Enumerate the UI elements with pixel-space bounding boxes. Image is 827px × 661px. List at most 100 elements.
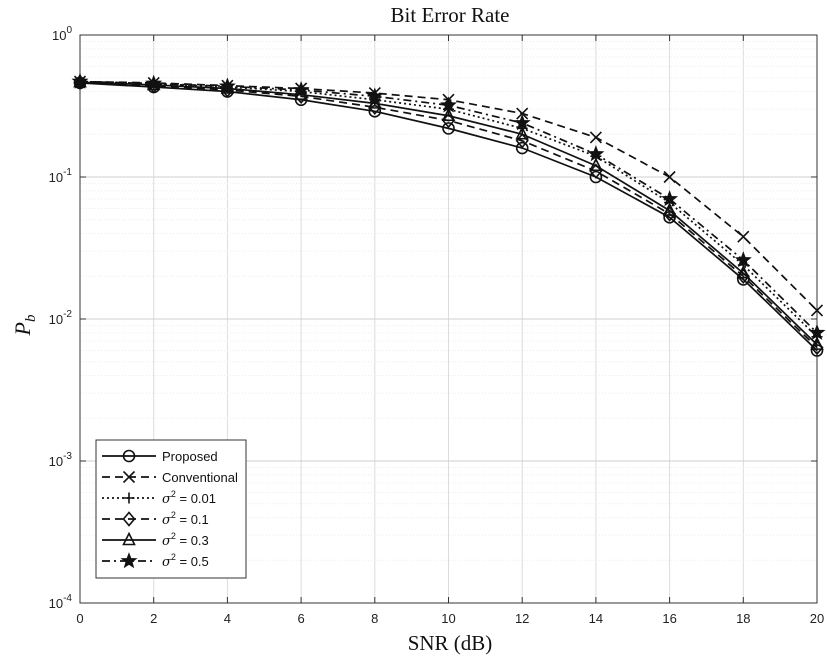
data-point (587, 145, 605, 162)
data-point (515, 125, 529, 140)
y-tick-label: 10-1 (49, 167, 73, 185)
legend-label-value: = 0.1 (176, 512, 209, 527)
data-point (368, 95, 382, 109)
legend-entry: σ2 = 0.01 (102, 489, 216, 507)
legend-label: σ2 = 0.01 (162, 489, 216, 507)
y-tick-exponent: -2 (63, 309, 72, 320)
legend-marker (122, 470, 136, 484)
data-point (366, 87, 384, 104)
legend-label-superscript: 2 (171, 531, 176, 541)
x-tick-label: 18 (736, 611, 750, 626)
x-axis-ticks: 0 2 4 6 8 10 12 14 16 18 20 (76, 35, 824, 626)
x-tick-label: 4 (224, 611, 231, 626)
data-point (663, 170, 676, 184)
legend-label-value: = 0.5 (176, 554, 209, 569)
series-layer (71, 72, 826, 357)
x-tick-label: 6 (297, 611, 304, 626)
y-tick-exponent: -3 (63, 451, 72, 462)
x-tick-label: 14 (589, 611, 603, 626)
series-5 (71, 72, 826, 340)
y-tick-label: 10-4 (49, 593, 73, 611)
legend-label: Proposed (162, 449, 218, 464)
y-tick-base: 10 (49, 170, 63, 185)
y-tick-base: 10 (49, 596, 63, 611)
legend-entry: σ2 = 0.3 (102, 531, 209, 549)
y-tick-label: 10-3 (49, 451, 73, 469)
data-point (736, 264, 751, 279)
legend-marker (120, 552, 138, 569)
legend-marker (122, 449, 136, 463)
data-point (440, 96, 457, 113)
y-tick-base: 10 (49, 312, 63, 327)
legend-box (95, 439, 247, 579)
y-tick-base: 10 (49, 454, 63, 469)
legend-entry: σ2 = 0.5 (102, 552, 209, 570)
legend-label-name: Proposed (162, 449, 218, 464)
legend-label: σ2 = 0.1 (162, 510, 209, 528)
data-point (589, 157, 603, 172)
legend-entry: Conventional (102, 470, 238, 485)
x-tick-label: 16 (662, 611, 676, 626)
y-axis-label: Pb (10, 314, 39, 336)
data-point (71, 72, 89, 89)
legend-entry: Proposed (102, 449, 218, 464)
legend-label-value: = 0.3 (176, 533, 209, 548)
legend-label: Conventional (162, 470, 238, 485)
data-point (734, 251, 752, 268)
legend-label-superscript: 2 (171, 510, 176, 520)
legend-label-symbol: σ (162, 513, 172, 528)
legend-marker (122, 511, 136, 527)
legend-label: σ2 = 0.3 (162, 531, 209, 549)
y-tick-label: 10-2 (49, 309, 73, 327)
legend-label-superscript: 2 (171, 552, 176, 562)
y-tick-exponent: 0 (66, 25, 72, 36)
legend-marker (123, 492, 135, 504)
data-point (810, 336, 824, 350)
data-point (442, 122, 455, 135)
x-tick-label: 2 (150, 611, 157, 626)
legend-label-symbol: σ (162, 555, 172, 570)
y-tick-base: 10 (52, 28, 66, 43)
chart-title: Bit Error Rate (391, 3, 510, 27)
data-point (662, 202, 677, 216)
series-line (79, 82, 818, 352)
data-point (810, 304, 824, 317)
data-point (810, 344, 824, 357)
legend-label-superscript: 2 (171, 489, 176, 499)
x-axis-label: SNR (dB) (408, 631, 493, 655)
data-point (368, 105, 382, 118)
legend-label-symbol: σ (162, 534, 172, 549)
y-tick-exponent: -1 (63, 167, 72, 178)
data-point (218, 77, 236, 94)
y-axis-label-main: P (10, 322, 35, 336)
data-point (292, 81, 310, 98)
x-tick-label: 0 (76, 611, 83, 626)
y-tick-exponent: -4 (63, 593, 72, 604)
x-tick-label: 20 (810, 611, 824, 626)
data-point (808, 323, 826, 340)
y-axis-label-subscript: b (23, 314, 39, 322)
data-point (145, 74, 163, 91)
x-tick-label: 12 (515, 611, 529, 626)
x-tick-label: 10 (441, 611, 455, 626)
data-point (516, 107, 529, 120)
legend-label: σ2 = 0.5 (162, 552, 209, 570)
data-point (441, 107, 456, 122)
series-line (79, 81, 818, 346)
svg-text:Pb: Pb (10, 314, 39, 336)
x-tick-label: 8 (371, 611, 378, 626)
data-point (515, 141, 529, 155)
series-line (79, 80, 818, 334)
legend-label-symbol: σ (162, 492, 172, 507)
data-point (661, 190, 679, 207)
legend-label-value: = 0.01 (176, 491, 216, 506)
data-point (589, 131, 602, 144)
legend-marker (122, 531, 136, 546)
data-point (663, 211, 676, 224)
legend-label-name: Conventional (162, 470, 238, 485)
y-tick-label: 100 (52, 25, 72, 43)
data-point (737, 230, 750, 243)
